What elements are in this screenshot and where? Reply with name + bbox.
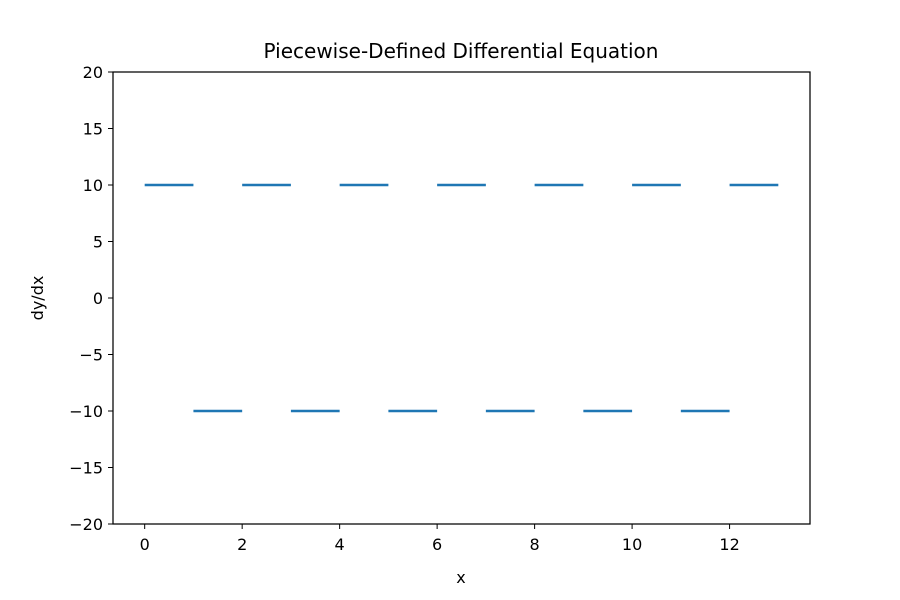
x-axis: 0 2 4 6 8 10 12 (140, 524, 740, 554)
y-tick-label: 15 (83, 120, 103, 139)
y-tick-label: 20 (83, 63, 103, 82)
y-axis: −20 −15 −10 −5 0 5 10 15 20 (69, 63, 113, 534)
y-axis-label: dy/dx (28, 276, 47, 321)
chart-title: Piecewise-Defined Differential Equation (264, 39, 659, 63)
x-tick-label: 2 (237, 535, 247, 554)
x-tick-label: 8 (530, 535, 540, 554)
data-series (144, 183, 779, 413)
y-tick-label: −5 (79, 346, 103, 365)
y-tick-label: 5 (93, 233, 103, 252)
y-tick-label: −10 (69, 402, 103, 421)
x-tick-label: 6 (432, 535, 442, 554)
y-tick-label: −20 (69, 515, 103, 534)
x-axis-label: x (456, 568, 465, 587)
x-tick-label: 12 (719, 535, 739, 554)
y-tick-label: −15 (69, 459, 103, 478)
x-tick-label: 0 (140, 535, 150, 554)
y-tick-label: 0 (93, 289, 103, 308)
x-tick-label: 4 (335, 535, 345, 554)
x-tick-label: 10 (622, 535, 642, 554)
y-tick-label: 10 (83, 176, 103, 195)
